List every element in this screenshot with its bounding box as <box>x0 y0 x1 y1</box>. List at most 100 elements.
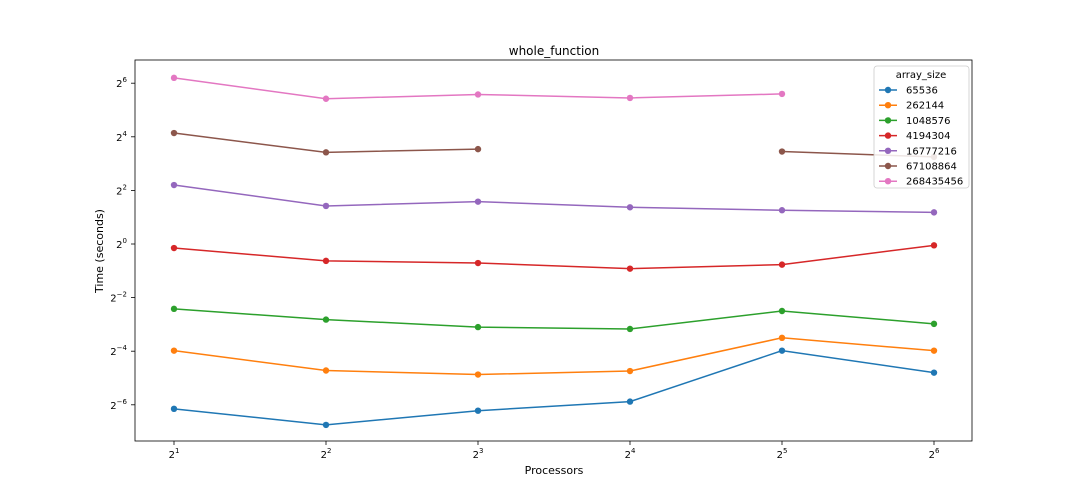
y-tick-label: 22 <box>116 183 127 197</box>
y-tick-label-base: 2 <box>110 347 116 358</box>
legend-marker <box>884 162 892 170</box>
data-point <box>474 198 482 205</box>
series-line <box>173 184 935 214</box>
data-point <box>778 334 786 341</box>
y-tick-label: 2−6 <box>110 398 127 412</box>
series-line <box>173 308 935 330</box>
series-16777216 <box>170 181 938 216</box>
legend-marker <box>884 86 892 94</box>
legend-marker <box>884 178 892 185</box>
legend-label: 1048576 <box>906 116 951 127</box>
data-point <box>322 149 330 156</box>
data-point <box>474 259 482 267</box>
y-tick-label-base: 2 <box>116 79 122 90</box>
x-tick-label-base: 2 <box>169 450 175 461</box>
legend-items: 65536 262144 1048576 4194304 16777216 6710886… <box>879 86 963 188</box>
x-tick-label: 23 <box>473 447 484 461</box>
series-line <box>173 349 935 426</box>
data-point <box>322 367 330 374</box>
data-point <box>170 305 178 313</box>
y-tick-label: 2−2 <box>110 291 127 305</box>
legend-label: 65536 <box>906 86 938 97</box>
x-tick-label-base: 2 <box>321 450 327 461</box>
series-4194304 <box>170 242 938 272</box>
y-tick-label: 26 <box>116 76 127 90</box>
x-axis-label: Processors <box>525 464 584 477</box>
y-tick-label-base: 2 <box>116 186 122 197</box>
data-point <box>626 325 634 333</box>
legend-marker <box>884 102 892 109</box>
y-tick-label-exponent: 4 <box>123 130 128 138</box>
legend-label: 262144 <box>906 101 944 112</box>
x-tick-label-exponent: 6 <box>935 447 940 455</box>
series-268435456 <box>170 74 786 102</box>
data-point <box>322 316 330 323</box>
y-tick-label-base: 2 <box>116 133 122 144</box>
data-point <box>626 265 634 272</box>
x-tick-label-base: 2 <box>777 450 783 461</box>
x-tick-label: 26 <box>929 447 940 461</box>
series-67108864 <box>170 129 938 161</box>
series-1048576 <box>170 305 938 333</box>
series-line <box>173 337 935 376</box>
data-point <box>474 371 482 378</box>
legend-box <box>873 65 970 189</box>
series-layer <box>170 74 938 429</box>
legend-label: 67108864 <box>906 162 957 173</box>
y-axis-label: Time (seconds) <box>93 209 106 294</box>
data-point <box>626 367 634 375</box>
data-point <box>322 95 330 102</box>
data-point <box>930 320 938 328</box>
x-tick-label-exponent: 5 <box>783 447 787 455</box>
data-point <box>930 209 938 216</box>
data-point <box>778 207 786 214</box>
data-point <box>170 347 178 354</box>
legend-marker <box>884 132 892 139</box>
data-point <box>170 74 178 82</box>
data-point <box>170 244 178 252</box>
x-tick-label-exponent: 1 <box>175 447 179 455</box>
data-point <box>626 204 634 211</box>
y-tick-label: 24 <box>116 130 127 144</box>
data-point <box>170 405 178 413</box>
y-tick-label: 20 <box>116 237 127 251</box>
x-tick-label-base: 2 <box>473 450 479 461</box>
legend-marker <box>884 117 892 124</box>
data-point <box>170 129 178 137</box>
y-tick-label-exponent: −6 <box>117 398 128 406</box>
data-point <box>930 369 938 376</box>
chart-title: whole_function <box>509 44 600 58</box>
y-tick-label-exponent: 2 <box>123 183 127 191</box>
series-65536 <box>170 347 938 429</box>
y-tick-label-exponent: −4 <box>117 344 128 352</box>
data-point <box>930 347 938 354</box>
y-tick-label-base: 2 <box>116 240 122 251</box>
data-point <box>474 91 482 98</box>
x-tick-label-exponent: 2 <box>327 447 331 455</box>
data-point <box>778 307 786 315</box>
y-tick-label-exponent: 6 <box>123 76 128 84</box>
y-tick-label-exponent: 0 <box>123 237 127 245</box>
x-axis: 21 22 23 24 25 26 <box>169 441 940 461</box>
data-point <box>170 181 178 189</box>
series-262144 <box>170 334 938 378</box>
data-point <box>930 242 938 249</box>
x-tick-label-exponent: 3 <box>479 447 483 455</box>
data-point <box>778 261 786 268</box>
y-tick-label-exponent: −2 <box>117 291 127 299</box>
legend: array_size 65536 262144 1048576 4194304 1677… <box>873 65 970 189</box>
data-point <box>322 202 330 210</box>
series-line <box>173 244 935 270</box>
data-point <box>778 90 786 98</box>
data-point <box>778 347 786 354</box>
x-tick-label: 21 <box>169 447 180 461</box>
data-point <box>778 148 786 155</box>
y-tick-label-base: 2 <box>110 294 116 305</box>
x-tick-label: 25 <box>777 447 788 461</box>
legend-label: 268435456 <box>906 177 963 188</box>
legend-label: 4194304 <box>906 131 951 142</box>
data-point <box>474 145 482 153</box>
y-tick-label-base: 2 <box>110 401 116 412</box>
x-tick-label: 24 <box>625 447 636 461</box>
